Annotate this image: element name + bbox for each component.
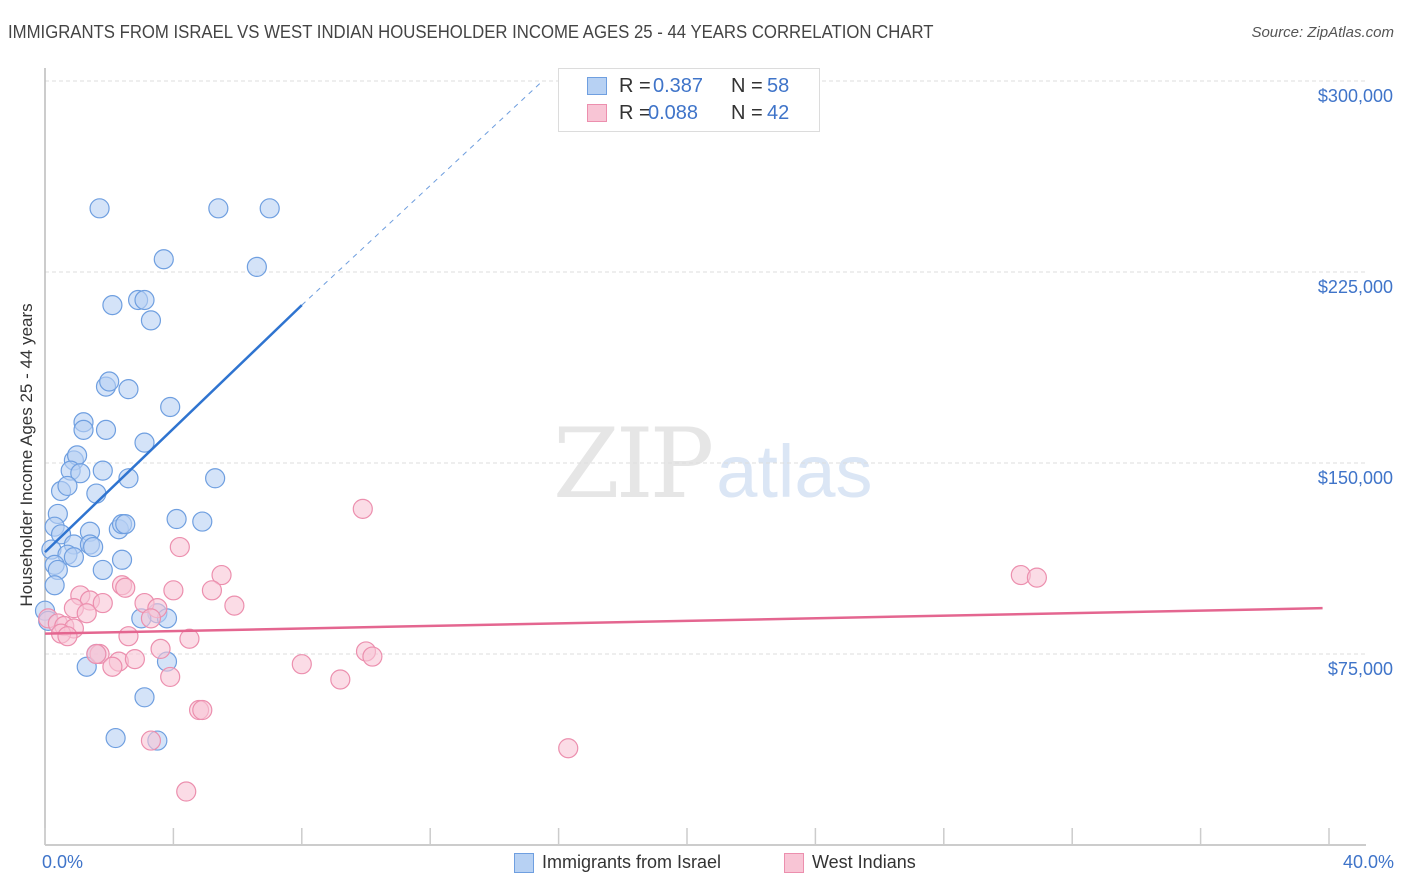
data-point-israel[interactable] [118, 379, 139, 400]
data-point-israel[interactable] [92, 460, 113, 481]
data-point-israel[interactable] [118, 468, 139, 489]
n-label: N = [731, 102, 763, 124]
trend-line-west-indians [44, 606, 1323, 635]
data-point-israel[interactable] [205, 468, 226, 489]
y-tick-225000: $225,000 [1317, 277, 1393, 297]
data-point-israel[interactable] [259, 198, 280, 219]
data-point-west-indians[interactable] [124, 648, 145, 670]
watermark-zip: ZIP [553, 408, 714, 520]
data-point-israel[interactable] [83, 536, 104, 558]
data-point-west-indians[interactable] [179, 628, 200, 649]
data-point-israel[interactable] [89, 198, 110, 219]
data-point-israel[interactable] [134, 289, 155, 311]
data-point-israel[interactable] [99, 371, 120, 392]
data-point-israel[interactable] [192, 511, 213, 532]
data-point-west-indians[interactable] [57, 626, 78, 647]
data-point-west-indians[interactable] [352, 498, 373, 519]
data-point-israel[interactable] [86, 483, 107, 504]
data-point-israel[interactable] [92, 559, 113, 581]
data-point-west-indians[interactable] [140, 608, 162, 629]
data-point-israel[interactable] [73, 419, 94, 440]
r-value: 0.088 [648, 102, 699, 124]
data-point-west-indians[interactable] [558, 738, 579, 759]
data-point-west-indians[interactable] [211, 564, 232, 586]
n-value: 42 [767, 102, 790, 124]
data-point-west-indians[interactable] [1026, 567, 1047, 588]
data-point-west-indians[interactable] [150, 638, 171, 660]
watermark-atlas: atlas [716, 430, 873, 513]
r-label: R = [619, 102, 651, 124]
data-point-west-indians[interactable] [102, 656, 123, 677]
data-point-west-indians[interactable] [118, 626, 139, 647]
data-point-israel[interactable] [160, 396, 181, 418]
data-point-west-indians[interactable] [201, 580, 223, 601]
data-point-israel[interactable] [111, 549, 133, 570]
data-point-west-indians[interactable] [169, 536, 190, 558]
legend-label: Immigrants from Israel [542, 852, 722, 872]
data-point-west-indians[interactable] [224, 595, 245, 616]
data-point-west-indians[interactable] [330, 669, 351, 690]
r-label: R = [619, 75, 651, 97]
data-point-israel[interactable] [153, 249, 174, 270]
data-point-west-indians[interactable] [362, 646, 383, 667]
data-point-israel[interactable] [134, 687, 155, 708]
data-point-israel[interactable] [44, 575, 65, 596]
y-axis-label: Householder Income Ages 25 - 44 years [17, 303, 36, 607]
data-point-israel[interactable] [102, 295, 123, 316]
data-point-israel[interactable] [166, 508, 187, 530]
data-point-israel[interactable] [208, 198, 229, 219]
y-tick-75000: $75,000 [1327, 659, 1393, 679]
data-point-west-indians[interactable] [86, 643, 107, 665]
r-value: 0.387 [653, 75, 704, 97]
watermark: ZIPatlas [553, 408, 873, 520]
data-point-israel[interactable] [115, 514, 136, 535]
data-point-israel[interactable] [246, 256, 267, 278]
pink-swatch-icon [784, 853, 804, 873]
x-tick-min: 0.0% [42, 852, 84, 872]
chart-title: IMMIGRANTS FROM ISRAEL VS WEST INDIAN HO… [8, 22, 934, 42]
y-tick-300000: $300,000 [1317, 86, 1393, 106]
data-point-israel[interactable] [63, 547, 84, 568]
x-tick-max: 40.0% [1342, 852, 1394, 872]
legend-label: West Indians [812, 852, 916, 872]
data-point-west-indians[interactable] [92, 592, 113, 614]
data-point-israel[interactable] [134, 432, 155, 453]
data-point-israel[interactable] [105, 727, 126, 749]
trend-line-israel [44, 304, 303, 554]
data-point-west-indians[interactable] [192, 699, 213, 721]
data-point-west-indians[interactable] [176, 781, 197, 802]
blue-swatch-icon [587, 77, 607, 95]
data-point-west-indians[interactable] [140, 730, 162, 751]
blue-swatch-icon [514, 853, 534, 873]
n-label: N = [731, 75, 763, 97]
correlation-legend: R = 0.387 N = 58 R = 0.088 N = 42 [558, 68, 820, 132]
y-tick-150000: $150,000 [1317, 468, 1393, 488]
data-point-israel[interactable] [57, 475, 78, 497]
data-point-israel[interactable] [140, 310, 162, 331]
n-value: 58 [767, 75, 790, 97]
data-point-west-indians[interactable] [115, 577, 136, 598]
data-point-west-indians[interactable] [160, 666, 181, 688]
data-point-west-indians[interactable] [291, 654, 312, 675]
data-point-west-indians[interactable] [76, 603, 97, 624]
source-label: Source: ZipAtlas.com [1251, 24, 1394, 41]
data-point-west-indians[interactable] [163, 580, 184, 601]
data-point-israel[interactable] [95, 419, 117, 440]
pink-swatch-icon [587, 104, 607, 122]
trend-extension-israel [301, 80, 543, 306]
data-point-israel[interactable] [70, 463, 91, 484]
